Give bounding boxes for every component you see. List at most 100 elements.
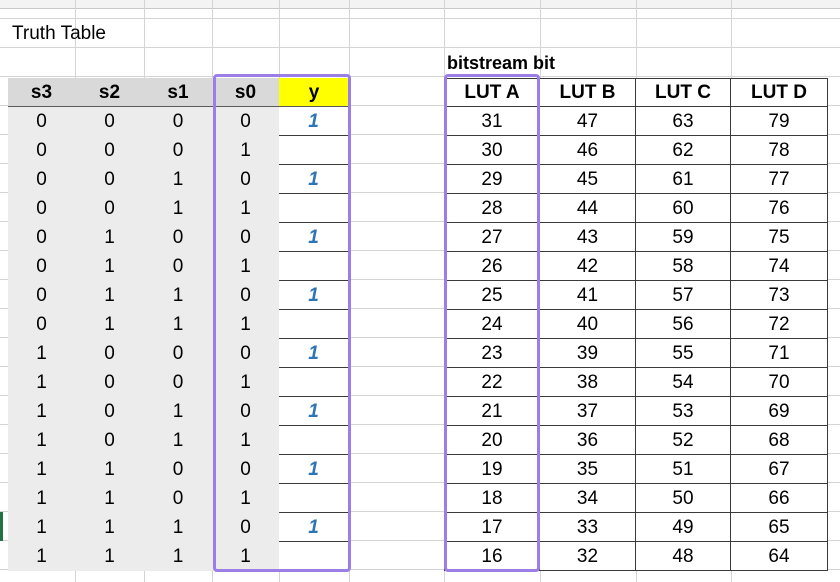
lut-cell-d[interactable]: 64 <box>731 542 828 571</box>
lut-cell-b[interactable]: 42 <box>540 252 636 281</box>
truth-cell-s0[interactable]: 0 <box>212 165 279 194</box>
truth-cell-y[interactable] <box>279 426 349 455</box>
lut-cell-b[interactable]: 44 <box>540 194 636 223</box>
lut-cell-c[interactable]: 61 <box>636 165 731 194</box>
truth-cell-s0[interactable]: 1 <box>212 194 279 223</box>
sheet-title[interactable]: Truth Table <box>12 23 106 44</box>
truth-cell-s0[interactable]: 1 <box>212 368 279 397</box>
truth-cell-s3[interactable]: 1 <box>8 426 75 455</box>
truth-cell-y[interactable] <box>279 368 349 397</box>
truth-cell-s3[interactable]: 1 <box>8 513 75 542</box>
truth-cell-y[interactable] <box>279 252 349 281</box>
truth-cell-y[interactable]: 1 <box>279 281 349 310</box>
truth-header-s1[interactable]: s1 <box>144 78 212 107</box>
truth-cell-s2[interactable]: 0 <box>75 165 144 194</box>
truth-cell-s2[interactable]: 0 <box>75 107 144 136</box>
truth-header-s3[interactable]: s3 <box>8 78 75 107</box>
truth-cell-s1[interactable]: 0 <box>144 223 212 252</box>
lut-cell-b[interactable]: 47 <box>540 107 636 136</box>
lut-cell-c[interactable]: 55 <box>636 339 731 368</box>
lut-cell-c[interactable]: 51 <box>636 455 731 484</box>
truth-cell-s1[interactable]: 1 <box>144 397 212 426</box>
lut-cell-d[interactable]: 69 <box>731 397 828 426</box>
truth-cell-s0[interactable]: 0 <box>212 397 279 426</box>
truth-cell-s2[interactable]: 0 <box>75 368 144 397</box>
lut-cell-c[interactable]: 62 <box>636 136 731 165</box>
lut-cell-c[interactable]: 60 <box>636 194 731 223</box>
lut-cell-a[interactable]: 22 <box>444 368 540 397</box>
truth-cell-s1[interactable]: 1 <box>144 542 212 571</box>
lut-cell-a[interactable]: 26 <box>444 252 540 281</box>
truth-cell-s2[interactable]: 0 <box>75 426 144 455</box>
truth-cell-s1[interactable]: 1 <box>144 194 212 223</box>
truth-header-s2[interactable]: s2 <box>75 78 144 107</box>
lut-cell-a[interactable]: 28 <box>444 194 540 223</box>
lut-header-a[interactable]: LUT A <box>444 78 540 107</box>
truth-cell-y[interactable]: 1 <box>279 397 349 426</box>
truth-cell-s3[interactable]: 1 <box>8 455 75 484</box>
lut-cell-d[interactable]: 76 <box>731 194 828 223</box>
truth-header-s0[interactable]: s0 <box>212 78 279 107</box>
truth-cell-s1[interactable]: 0 <box>144 107 212 136</box>
lut-cell-b[interactable]: 37 <box>540 397 636 426</box>
truth-cell-s1[interactable]: 1 <box>144 165 212 194</box>
truth-cell-s0[interactable]: 1 <box>212 542 279 571</box>
truth-cell-s3[interactable]: 0 <box>8 165 75 194</box>
lut-cell-c[interactable]: 57 <box>636 281 731 310</box>
truth-cell-s1[interactable]: 1 <box>144 513 212 542</box>
lut-cell-b[interactable]: 38 <box>540 368 636 397</box>
truth-cell-s1[interactable]: 1 <box>144 426 212 455</box>
lut-cell-a[interactable]: 19 <box>444 455 540 484</box>
truth-cell-s3[interactable]: 0 <box>8 310 75 339</box>
lut-cell-c[interactable]: 53 <box>636 397 731 426</box>
truth-cell-s2[interactable]: 0 <box>75 136 144 165</box>
lut-cell-c[interactable]: 59 <box>636 223 731 252</box>
truth-cell-s0[interactable]: 1 <box>212 252 279 281</box>
truth-cell-s0[interactable]: 0 <box>212 513 279 542</box>
lut-cell-c[interactable]: 50 <box>636 484 731 513</box>
column-header-strip[interactable] <box>0 0 840 9</box>
lut-header-c[interactable]: LUT C <box>636 78 731 107</box>
truth-cell-y[interactable]: 1 <box>279 107 349 136</box>
lut-cell-a[interactable]: 30 <box>444 136 540 165</box>
lut-cell-d[interactable]: 77 <box>731 165 828 194</box>
truth-cell-s1[interactable]: 1 <box>144 281 212 310</box>
lut-cell-a[interactable]: 21 <box>444 397 540 426</box>
lut-cell-c[interactable]: 49 <box>636 513 731 542</box>
truth-cell-s2[interactable]: 1 <box>75 310 144 339</box>
lut-cell-c[interactable]: 48 <box>636 542 731 571</box>
truth-cell-s3[interactable]: 1 <box>8 339 75 368</box>
truth-cell-s3[interactable]: 0 <box>8 194 75 223</box>
lut-cell-a[interactable]: 17 <box>444 513 540 542</box>
lut-cell-b[interactable]: 39 <box>540 339 636 368</box>
lut-cell-a[interactable]: 29 <box>444 165 540 194</box>
truth-cell-y[interactable]: 1 <box>279 223 349 252</box>
truth-cell-s1[interactable]: 0 <box>144 339 212 368</box>
truth-header-y[interactable]: y <box>279 78 349 107</box>
lut-cell-d[interactable]: 73 <box>731 281 828 310</box>
truth-cell-y[interactable]: 1 <box>279 455 349 484</box>
truth-cell-y[interactable] <box>279 310 349 339</box>
lut-cell-c[interactable]: 56 <box>636 310 731 339</box>
truth-cell-s0[interactable]: 0 <box>212 339 279 368</box>
lut-cell-b[interactable]: 45 <box>540 165 636 194</box>
truth-cell-s0[interactable]: 0 <box>212 281 279 310</box>
truth-cell-s1[interactable]: 0 <box>144 368 212 397</box>
truth-cell-s2[interactable]: 0 <box>75 397 144 426</box>
truth-cell-s0[interactable]: 1 <box>212 426 279 455</box>
lut-cell-d[interactable]: 66 <box>731 484 828 513</box>
truth-cell-s1[interactable]: 0 <box>144 136 212 165</box>
lut-cell-b[interactable]: 35 <box>540 455 636 484</box>
truth-cell-y[interactable]: 1 <box>279 513 349 542</box>
lut-cell-d[interactable]: 74 <box>731 252 828 281</box>
lut-cell-b[interactable]: 36 <box>540 426 636 455</box>
truth-cell-s2[interactable]: 0 <box>75 339 144 368</box>
truth-cell-s3[interactable]: 1 <box>8 484 75 513</box>
lut-cell-b[interactable]: 43 <box>540 223 636 252</box>
lut-cell-d[interactable]: 79 <box>731 107 828 136</box>
bitstream-label[interactable]: bitstream bit <box>447 52 556 73</box>
lut-cell-a[interactable]: 20 <box>444 426 540 455</box>
lut-cell-a[interactable]: 27 <box>444 223 540 252</box>
truth-cell-s1[interactable]: 0 <box>144 252 212 281</box>
truth-cell-s3[interactable]: 0 <box>8 136 75 165</box>
